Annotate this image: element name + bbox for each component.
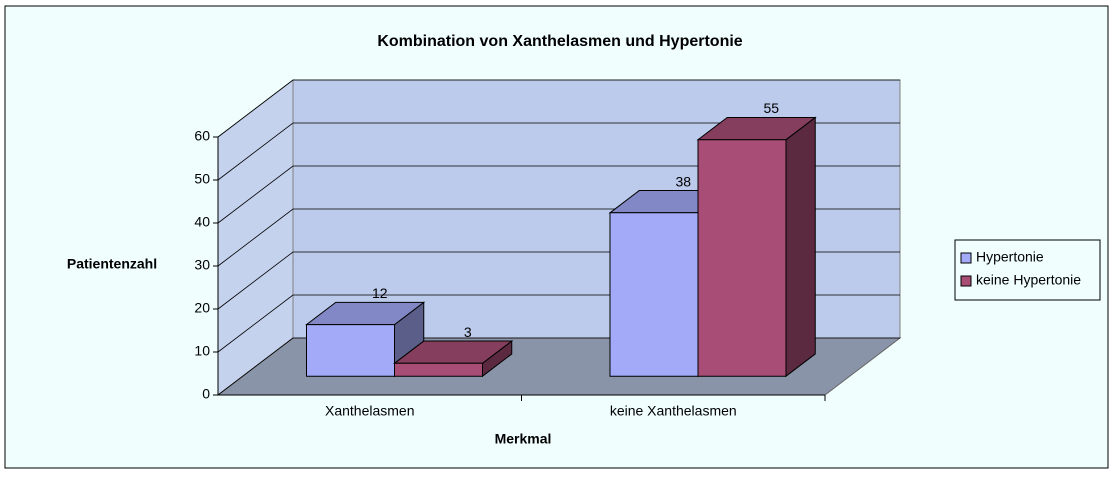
legend-label: keine Hypertonie (976, 272, 1081, 288)
y-tick-label: 30 (194, 257, 210, 273)
bar (696, 116, 817, 378)
value-label: 12 (372, 285, 388, 301)
legend-swatch (960, 252, 972, 264)
x-axis-label: Merkmal (495, 431, 552, 447)
grid-line (217, 79, 900, 138)
legend-swatch (960, 275, 972, 287)
bar-front (394, 362, 483, 377)
bar (305, 301, 426, 378)
y-tick-label: 10 (194, 343, 210, 359)
y-tick-label: 0 (202, 386, 210, 402)
legend (954, 239, 1101, 301)
y-tick-label: 40 (194, 214, 210, 230)
x-tick-label: Xanthelasmen (325, 403, 415, 419)
value-label: 55 (763, 100, 779, 116)
bar-front (609, 212, 699, 377)
bar-side (785, 116, 816, 378)
y-tick-label: 20 (194, 300, 210, 316)
legend-label: Hypertonie (976, 249, 1044, 265)
value-label: 38 (675, 173, 691, 189)
bar-front (306, 324, 395, 377)
chart-title: Kombination von Xanthelasmen und Hyperto… (377, 33, 742, 50)
value-label: 3 (464, 324, 472, 340)
x-tick-label: keine Xanthelasmen (610, 403, 737, 419)
bar (393, 340, 514, 378)
y-tick-label: 60 (194, 128, 210, 144)
grid-line (217, 122, 900, 181)
y-axis-label: Patientenzahl (67, 256, 157, 272)
y-tick-label: 50 (194, 171, 210, 187)
bar-front (697, 139, 787, 377)
